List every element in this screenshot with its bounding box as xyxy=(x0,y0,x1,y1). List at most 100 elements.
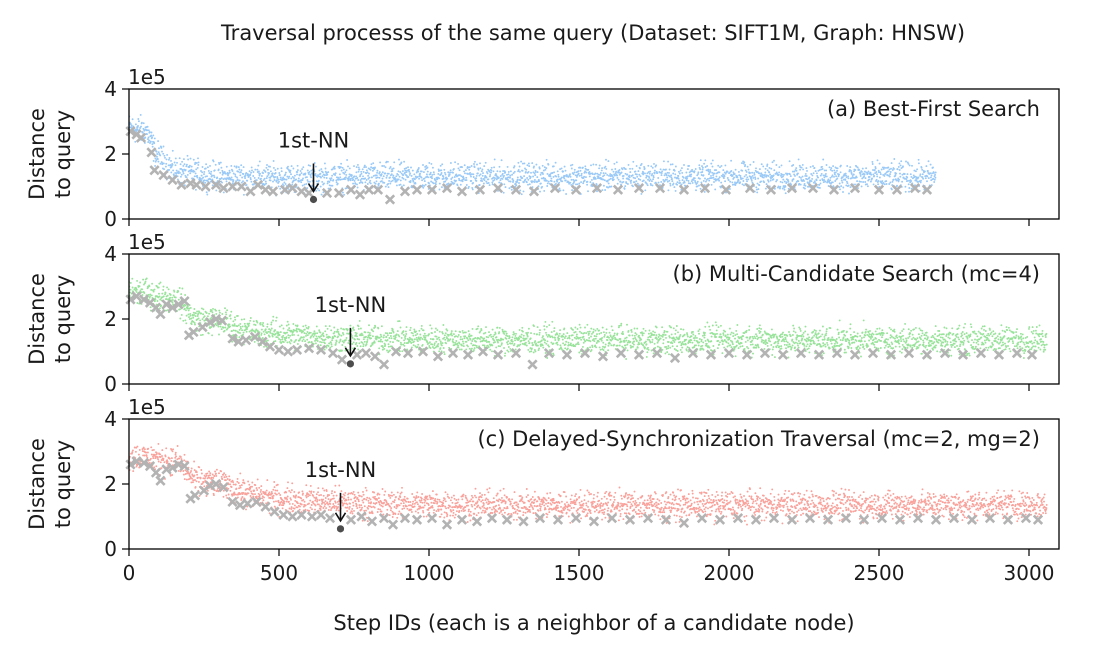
neighbor-point xyxy=(707,170,710,173)
neighbor-point xyxy=(646,172,649,175)
neighbor-point xyxy=(313,333,316,336)
neighbor-point xyxy=(529,176,532,178)
neighbor-point xyxy=(380,338,382,341)
neighbor-point xyxy=(872,169,874,171)
neighbor-point xyxy=(906,173,909,176)
neighbor-point xyxy=(381,340,384,343)
neighbor-point xyxy=(206,175,208,178)
neighbor-point xyxy=(888,183,891,185)
first-nn-label: 1st-NN xyxy=(278,129,350,153)
neighbor-point xyxy=(918,180,921,183)
neighbor-point xyxy=(569,175,572,178)
neighbor-point xyxy=(636,346,639,349)
neighbor-point xyxy=(440,342,442,345)
neighbor-point xyxy=(470,334,473,337)
neighbor-point xyxy=(842,186,845,189)
neighbor-point xyxy=(538,333,541,336)
neighbor-point xyxy=(226,309,229,312)
neighbor-point xyxy=(209,178,212,181)
neighbor-point xyxy=(569,342,572,345)
neighbor-point xyxy=(355,171,358,174)
neighbor-point xyxy=(306,179,309,182)
neighbor-point xyxy=(721,339,724,342)
neighbor-point xyxy=(590,164,592,167)
neighbor-point xyxy=(411,169,414,172)
neighbor-point xyxy=(748,329,751,331)
neighbor-point xyxy=(405,326,408,329)
neighbor-point xyxy=(207,332,210,335)
neighbor-point xyxy=(525,168,528,171)
neighbor-point xyxy=(418,177,421,180)
neighbor-point xyxy=(440,186,443,189)
neighbor-point xyxy=(702,341,705,344)
neighbor-point xyxy=(602,178,605,181)
neighbor-point xyxy=(543,328,546,331)
neighbor-point xyxy=(185,163,188,166)
neighbor-point xyxy=(703,334,706,337)
neighbor-point xyxy=(751,171,754,174)
neighbor-point xyxy=(408,173,411,176)
neighbor-point xyxy=(347,342,350,344)
neighbor-point xyxy=(540,339,543,342)
neighbor-point xyxy=(162,285,165,288)
neighbor-point xyxy=(445,342,448,345)
neighbor-point xyxy=(728,336,731,339)
neighbor-point xyxy=(774,333,777,336)
neighbor-point xyxy=(865,167,868,170)
neighbor-point xyxy=(286,167,289,170)
neighbor-point xyxy=(899,175,902,178)
neighbor-point xyxy=(631,334,634,337)
neighbor-point xyxy=(420,176,423,179)
neighbor-point xyxy=(158,292,160,295)
neighbor-point xyxy=(171,149,174,152)
neighbor-point xyxy=(772,346,775,348)
neighbor-point xyxy=(317,175,320,178)
neighbor-point xyxy=(923,170,926,173)
neighbor-point xyxy=(609,177,612,180)
neighbor-point xyxy=(189,172,192,175)
neighbor-point xyxy=(286,320,289,323)
neighbor-point xyxy=(666,171,669,174)
neighbor-point xyxy=(218,309,221,312)
neighbor-point xyxy=(514,339,517,342)
neighbor-point xyxy=(652,352,655,355)
neighbor-point xyxy=(573,171,576,174)
neighbor-point xyxy=(281,338,284,341)
neighbor-point xyxy=(268,328,271,331)
neighbor-point xyxy=(485,326,487,329)
neighbor-point xyxy=(231,340,234,343)
neighbor-point xyxy=(485,180,488,183)
neighbor-point xyxy=(197,157,199,160)
neighbor-point xyxy=(452,171,454,174)
neighbor-point xyxy=(236,179,239,182)
neighbor-point xyxy=(608,174,610,177)
neighbor-point xyxy=(254,324,257,326)
neighbor-point xyxy=(448,339,451,342)
neighbor-point xyxy=(746,345,748,348)
neighbor-point xyxy=(267,330,270,333)
neighbor-point xyxy=(152,134,155,137)
neighbor-point xyxy=(158,282,161,285)
neighbor-point xyxy=(587,190,589,193)
neighbor-point xyxy=(296,324,299,327)
neighbor-point xyxy=(617,326,620,329)
neighbor-point xyxy=(342,341,345,344)
neighbor-point xyxy=(758,184,761,187)
neighbor-point xyxy=(211,178,214,181)
neighbor-point xyxy=(429,347,432,349)
neighbor-point xyxy=(649,341,652,344)
neighbor-point xyxy=(510,188,513,191)
neighbor-point xyxy=(632,343,635,346)
neighbor-point xyxy=(621,330,624,333)
neighbor-point xyxy=(823,176,826,179)
neighbor-point xyxy=(449,338,452,341)
neighbor-point xyxy=(665,345,668,348)
neighbor-point xyxy=(829,168,832,171)
neighbor-point xyxy=(177,298,180,301)
neighbor-point xyxy=(557,336,559,339)
neighbor-point xyxy=(727,342,730,345)
neighbor-point xyxy=(815,172,818,175)
neighbor-point xyxy=(140,121,143,124)
neighbor-point xyxy=(429,337,432,340)
neighbor-point xyxy=(921,173,924,176)
